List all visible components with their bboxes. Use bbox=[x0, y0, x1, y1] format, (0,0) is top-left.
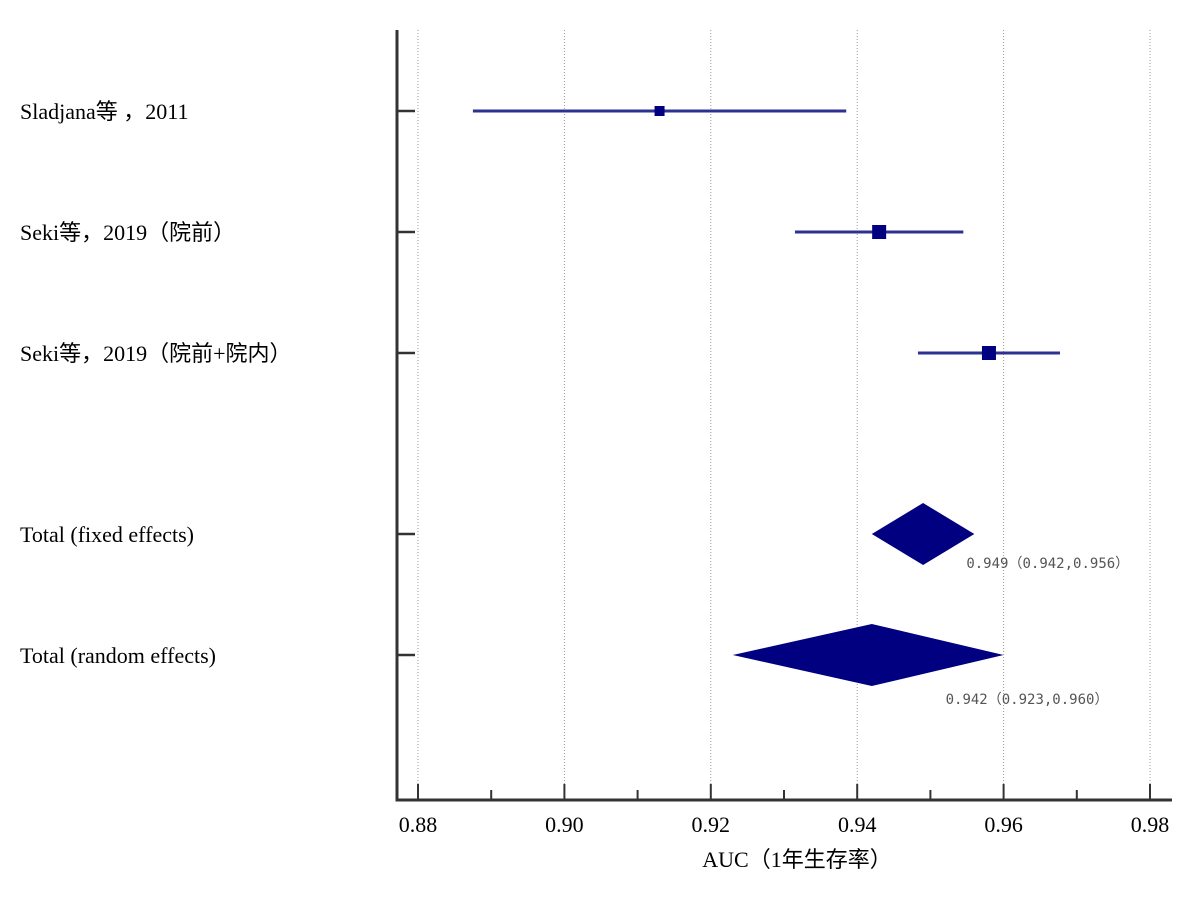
x-tick-label: 0.90 bbox=[545, 812, 584, 837]
x-tick-label: 0.94 bbox=[838, 812, 877, 837]
study-row: Sladjana等 ，2011 bbox=[20, 99, 847, 124]
pooled-annotation: 0.942（0.923,0.960） bbox=[946, 692, 1109, 708]
pooled-label: Total (random effects) bbox=[20, 643, 216, 668]
pooled-annotation: 0.949（0.942,0.956） bbox=[966, 556, 1129, 572]
pooled-row: Total (fixed effects) 0.949（0.942,0.956） bbox=[20, 503, 1129, 572]
grid-lines bbox=[417, 30, 1151, 800]
study-row: Seki等，2019（院前+院内） bbox=[20, 341, 1060, 366]
study-rows: Sladjana等 ，2011 Seki等，2019（院前） Seki等，2019（… bbox=[20, 99, 1060, 366]
point-estimate-marker bbox=[654, 106, 665, 116]
point-estimate-marker bbox=[872, 225, 887, 239]
pooled-rows: Total (fixed effects)0.949（0.942,0.956）T… bbox=[20, 503, 1129, 708]
pooled-row: Total (random effects) 0.942（0.923,0.960） bbox=[20, 624, 1108, 708]
pooled-label: Total (fixed effects) bbox=[20, 522, 194, 547]
x-tick-label: 0.98 bbox=[1131, 812, 1170, 837]
x-axis-ticks: 0.88 0.90 0.92 0.94 0.96 0.98 bbox=[399, 784, 1170, 837]
study-label: Seki等，2019（院前） bbox=[20, 220, 235, 245]
axes bbox=[395, 30, 1172, 802]
study-label: Sladjana等 ，2011 bbox=[20, 99, 188, 124]
x-tick-label: 0.92 bbox=[692, 812, 731, 837]
x-axis-title: AUC（1年生存率） bbox=[702, 847, 891, 872]
pooled-diamond bbox=[871, 503, 975, 565]
study-label: Seki等，2019（院前+院内） bbox=[20, 341, 292, 366]
x-tick-label: 0.88 bbox=[399, 812, 438, 837]
point-estimate-marker bbox=[981, 346, 996, 360]
study-row: Seki等，2019（院前） bbox=[20, 220, 964, 245]
pooled-diamond bbox=[732, 624, 1004, 686]
x-tick-label: 0.96 bbox=[984, 812, 1023, 837]
